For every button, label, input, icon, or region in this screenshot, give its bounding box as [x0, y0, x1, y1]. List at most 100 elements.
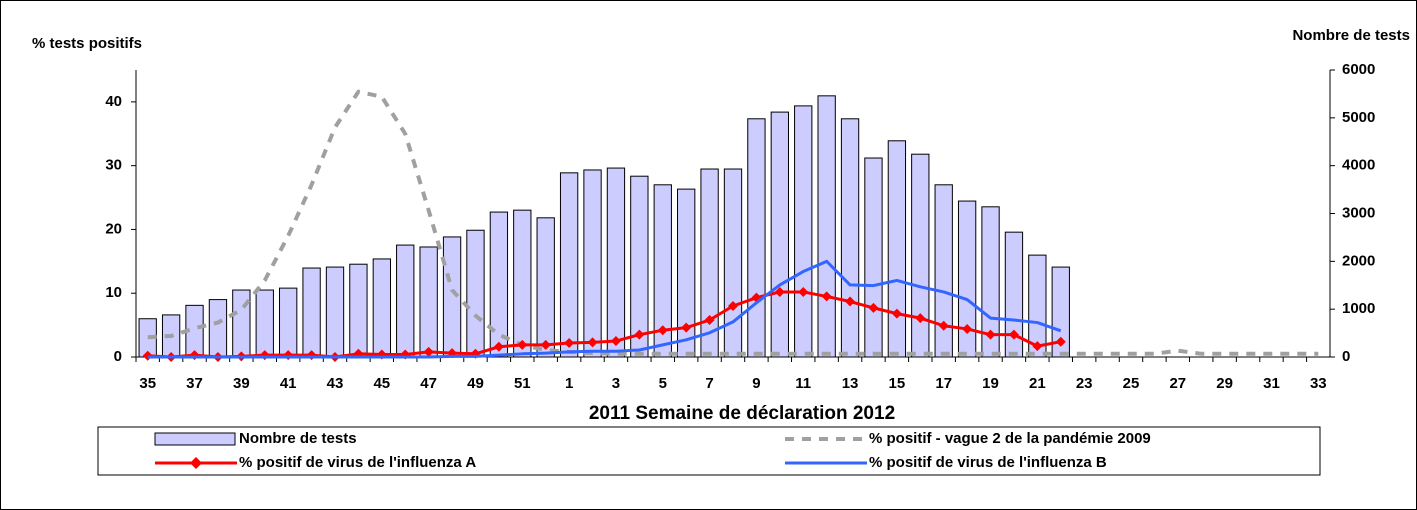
bar — [817, 95, 836, 358]
marker — [891, 308, 902, 319]
marker — [634, 329, 645, 340]
bar — [653, 184, 672, 358]
legend-label: % positif de virus de l'influenza A — [239, 454, 476, 471]
bar — [302, 267, 321, 358]
marker — [845, 296, 856, 307]
y-tick-label: 10 — [105, 284, 122, 301]
y-tick-label: 30 — [105, 157, 122, 174]
marker — [610, 336, 621, 347]
bar — [255, 289, 274, 358]
marker — [985, 329, 996, 340]
bar — [325, 266, 345, 358]
x-tick-label: 5 — [659, 375, 667, 392]
marker — [798, 286, 809, 297]
bar — [536, 217, 555, 358]
marker — [962, 323, 973, 334]
x-tick-label: 39 — [233, 375, 250, 392]
bar — [419, 246, 438, 358]
marker — [517, 339, 528, 350]
marker — [564, 337, 575, 348]
x-tick-label: 49 — [467, 375, 484, 392]
bar — [794, 105, 813, 358]
marker — [423, 346, 434, 357]
x-tick-label: 29 — [1216, 375, 1233, 392]
y2-axis-title: Nombre de tests — [1292, 27, 1410, 44]
legend-label: % positif - vague 2 de la pandémie 2009 — [869, 430, 1151, 447]
marker — [704, 315, 715, 326]
bar — [934, 184, 953, 358]
x-tick-label: 27 — [1169, 375, 1186, 392]
legend-swatch — [154, 432, 236, 446]
x-tick-label: 19 — [982, 375, 999, 392]
bar — [442, 236, 462, 358]
bar — [349, 263, 368, 358]
bar — [723, 168, 743, 358]
x-tick-label: 3 — [612, 375, 620, 392]
bar — [747, 118, 766, 358]
marker — [540, 339, 551, 350]
y-tick-label: 0 — [114, 348, 122, 365]
x-tick-label: 7 — [705, 375, 713, 392]
y2-tick-label: 3000 — [1342, 204, 1375, 221]
series-line — [147, 290, 1062, 359]
y2-tick-label: 5000 — [1342, 109, 1375, 126]
x-tick-label: 47 — [420, 375, 437, 392]
y-axis-title: % tests positifs — [32, 35, 142, 52]
x-tick-label: 43 — [327, 375, 344, 392]
marker — [493, 341, 504, 352]
x-tick-label: 1 — [565, 375, 573, 392]
legend — [97, 426, 1321, 476]
bar — [396, 244, 415, 358]
bar — [208, 299, 228, 358]
marker — [774, 286, 785, 297]
x-axis-title: 2011 Semaine de déclaration 2012 — [589, 403, 895, 424]
marker — [1032, 341, 1043, 352]
series-line — [147, 259, 1062, 359]
y-tick-label: 20 — [105, 220, 122, 237]
x-tick-label: 41 — [280, 375, 297, 392]
bar — [583, 169, 602, 358]
bar — [911, 153, 930, 358]
x-tick-label: 35 — [139, 375, 156, 392]
marker — [1008, 329, 1019, 340]
bar — [957, 200, 977, 358]
x-tick-label: 23 — [1076, 375, 1093, 392]
marker — [657, 325, 668, 336]
marker — [587, 337, 598, 348]
bar — [700, 168, 719, 358]
bar — [770, 111, 789, 358]
bar — [372, 258, 391, 358]
legend-label: % positif de virus de l'influenza B — [869, 454, 1107, 471]
bar — [489, 211, 509, 358]
bar — [466, 229, 485, 358]
y2-tick-label: 6000 — [1342, 61, 1375, 78]
marker — [821, 291, 832, 302]
y2-tick-label: 4000 — [1342, 157, 1375, 174]
bar — [513, 209, 532, 358]
x-tick-label: 13 — [842, 375, 859, 392]
bar — [279, 287, 298, 358]
x-tick-label: 25 — [1123, 375, 1140, 392]
marker — [1055, 336, 1066, 347]
marker — [938, 320, 949, 331]
y-tick-label: 40 — [105, 93, 122, 110]
bar — [1028, 254, 1047, 358]
bar — [840, 118, 860, 358]
bar — [559, 172, 579, 358]
bar — [1004, 231, 1024, 358]
bar — [630, 175, 649, 358]
x-tick-label: 31 — [1263, 375, 1280, 392]
x-tick-label: 45 — [373, 375, 390, 392]
x-tick-label: 33 — [1310, 375, 1327, 392]
marker — [915, 313, 926, 324]
legend-marker — [190, 457, 202, 469]
bar — [887, 140, 907, 358]
x-tick-label: 21 — [1029, 375, 1046, 392]
marker — [868, 302, 879, 313]
y2-tick-label: 2000 — [1342, 252, 1375, 269]
marker — [728, 300, 738, 311]
x-tick-label: 15 — [889, 375, 906, 392]
x-tick-label: 17 — [935, 375, 952, 392]
bar — [677, 188, 696, 358]
